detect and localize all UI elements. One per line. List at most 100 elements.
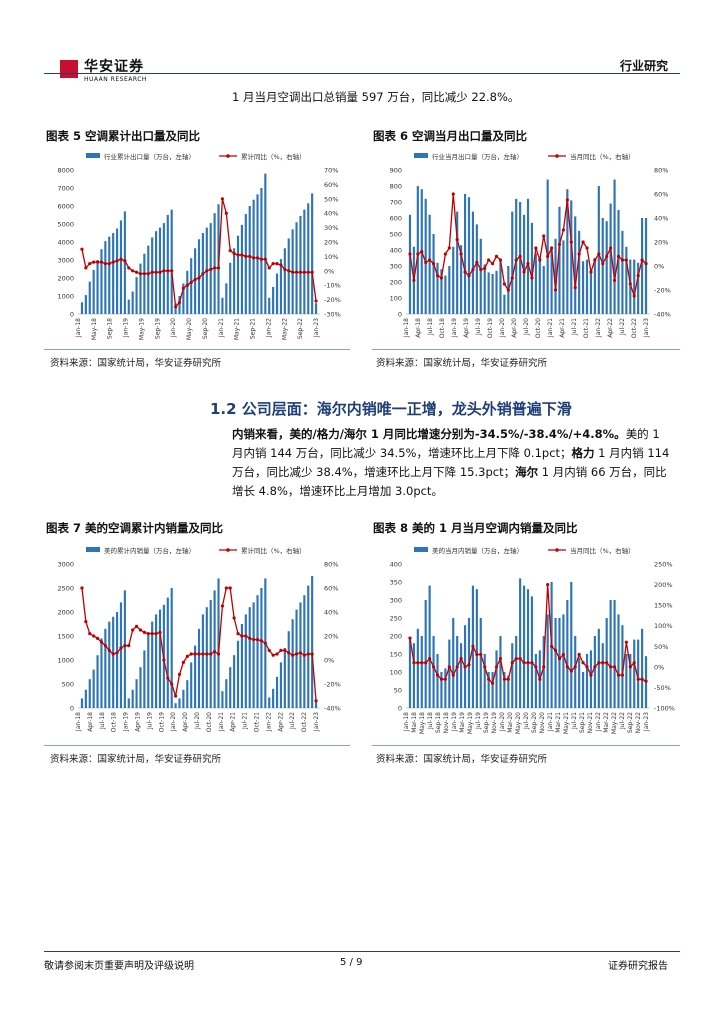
line-point xyxy=(514,258,518,262)
bar xyxy=(534,654,537,708)
line-point xyxy=(240,253,244,257)
line-point xyxy=(119,257,123,261)
x-tick-label: Mar-22 xyxy=(603,712,610,733)
x-tick-label: Jul-21 xyxy=(571,318,578,336)
chart-export-cumulative: 行业累计出口量（万台，左轴） 累计同比（%，右轴） 0 1000 2000 3000 400… xyxy=(57,152,341,340)
line-point xyxy=(612,665,617,669)
section-paragraph: 内销来看，美的/格力/海尔 1 月同比增速分别为-34.5%/-38.4%/+4… xyxy=(232,425,672,501)
bar xyxy=(641,628,644,708)
bar xyxy=(96,655,99,708)
line-point xyxy=(593,258,597,262)
bar xyxy=(597,186,600,314)
bar xyxy=(151,237,154,314)
bar xyxy=(601,643,604,708)
line-point xyxy=(483,665,487,669)
bar xyxy=(100,638,103,708)
bar xyxy=(279,662,283,708)
line-point xyxy=(522,661,526,665)
x-tick-label: Sep-19 xyxy=(483,712,490,733)
bar xyxy=(213,590,216,708)
x-tick-label: Oct-18 xyxy=(439,318,446,338)
bar xyxy=(104,241,107,314)
bar xyxy=(143,253,146,314)
line-point xyxy=(224,586,228,590)
bar xyxy=(644,218,648,314)
line-point xyxy=(416,252,420,256)
line-point xyxy=(123,259,127,263)
line-point xyxy=(252,256,256,260)
line-point xyxy=(581,661,585,665)
legend-swatch-bars xyxy=(414,547,428,552)
x-tick-label: Jan-21 xyxy=(218,712,225,732)
line-point xyxy=(142,272,146,276)
line-point xyxy=(597,252,601,256)
intro-line: 1 月当月空调出口总销量 597 万台，同比减少 22.8%。 xyxy=(232,90,520,104)
line-point xyxy=(632,294,636,298)
bar xyxy=(248,206,251,314)
bar xyxy=(641,218,644,314)
line-point xyxy=(605,661,609,665)
x-tick-label: Jan-20 xyxy=(499,712,506,732)
line-point xyxy=(455,665,459,669)
bar xyxy=(174,303,177,314)
logo-text: 华安证券 xyxy=(84,59,144,75)
bar xyxy=(420,636,423,708)
x-tick-label: Jan-18 xyxy=(75,712,82,732)
x-tick-label: Jan-19 xyxy=(451,712,458,732)
line-point xyxy=(459,657,463,661)
y2-tick-label: 40% xyxy=(324,210,338,218)
bar xyxy=(479,618,482,708)
line-point xyxy=(589,673,593,677)
bar xyxy=(104,628,107,708)
bar xyxy=(283,648,286,708)
bar xyxy=(491,274,494,314)
footer-report-label: 证券研究报告 xyxy=(608,961,668,972)
line-point xyxy=(620,673,625,677)
line-point xyxy=(177,672,182,676)
line-point xyxy=(510,661,514,665)
bar xyxy=(613,179,616,314)
line-point xyxy=(259,639,264,643)
bar xyxy=(174,703,177,708)
y2-tick-label: 0% xyxy=(654,663,664,671)
legend-swatch-bars xyxy=(414,153,428,158)
y-tick-label: 2000 xyxy=(57,609,74,617)
line-point xyxy=(209,267,213,271)
bar xyxy=(240,624,243,708)
bar xyxy=(511,643,514,708)
line-point xyxy=(439,276,444,280)
line-point xyxy=(185,654,189,658)
line-point xyxy=(522,270,526,274)
line-point xyxy=(506,677,510,681)
bar xyxy=(256,595,259,708)
line-point xyxy=(111,260,115,264)
line-point xyxy=(455,238,459,242)
x-tick-label: Jan-18 xyxy=(403,318,410,338)
y-tick-label: 400 xyxy=(390,561,402,569)
bar xyxy=(629,654,632,708)
line-point xyxy=(216,652,221,656)
line-point xyxy=(471,644,475,648)
bar xyxy=(487,272,490,314)
line-point xyxy=(173,305,178,309)
line-point xyxy=(612,278,617,282)
bar xyxy=(558,618,561,708)
line-point xyxy=(127,266,131,270)
y2-tick-label: -20% xyxy=(324,296,341,304)
x-tick-label: Sep-22 xyxy=(297,318,304,339)
line-point xyxy=(624,258,628,262)
x-tick-label: May-21 xyxy=(234,318,241,340)
x-tick-label: Jan-23 xyxy=(313,318,320,338)
line-point xyxy=(310,270,314,274)
x-tick-label: Sep-21 xyxy=(579,712,586,733)
line-point xyxy=(550,246,554,250)
line-point xyxy=(502,282,506,286)
x-tick-label: Sep-18 xyxy=(435,712,442,733)
line-point xyxy=(597,661,601,665)
line-point xyxy=(146,272,150,276)
line-point xyxy=(80,586,84,590)
line-point xyxy=(463,665,467,669)
line-point xyxy=(99,640,104,644)
bar xyxy=(233,655,236,708)
line-point xyxy=(193,652,197,656)
